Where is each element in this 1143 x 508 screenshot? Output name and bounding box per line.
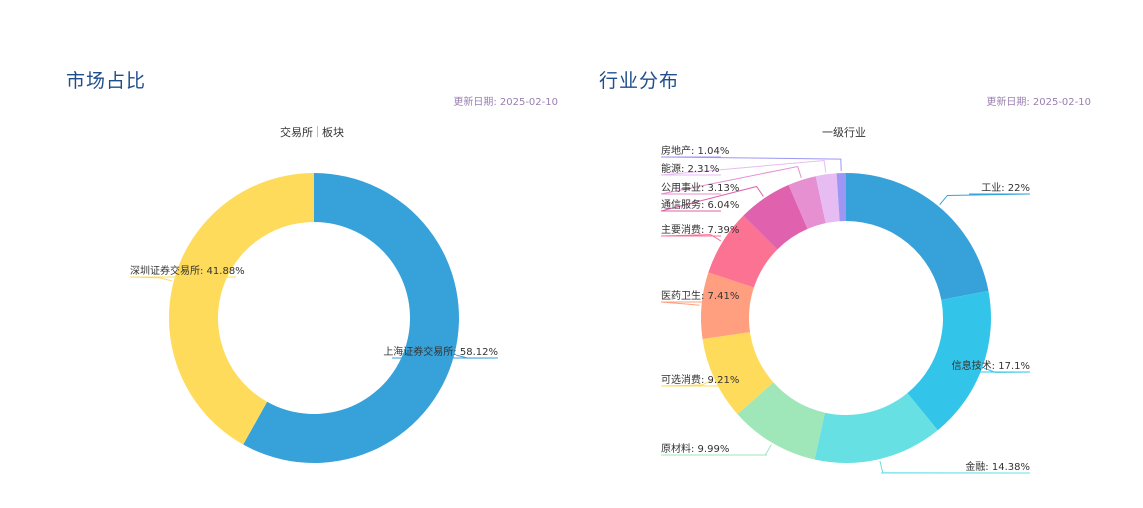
page-title: 市场占比	[66, 70, 147, 92]
donut-slice-4[interactable]	[702, 332, 774, 415]
slice-label: 通信服务: 6.04%	[661, 198, 739, 211]
label-line	[660, 159, 827, 176]
chart-subtitle: 一级行业	[822, 126, 866, 139]
donut-slice-3[interactable]	[737, 382, 825, 460]
donut-slice-1[interactable]	[907, 290, 991, 431]
slice-label: 原材料: 9.99%	[661, 442, 729, 455]
donut-slice-7[interactable]	[743, 184, 808, 250]
donut-slice-6[interactable]	[708, 215, 778, 288]
page-title: 行业分布	[599, 70, 680, 92]
slice-label: 可选消费: 9.21%	[661, 373, 739, 386]
slice-label: 医药卫生: 7.41%	[661, 289, 739, 302]
label-line	[660, 301, 700, 306]
industry-distribution-panel: 行业分布 更新日期: 2025-02-10 一级行业 工业: 22% 信息技术: …	[571, 0, 1143, 508]
chart-tabs: 交易所 板块	[280, 124, 344, 140]
label-line	[660, 185, 764, 212]
donut-slice-10[interactable]	[836, 173, 846, 222]
donut-slice-0[interactable]	[243, 173, 459, 463]
slice-label: 能源: 2.31%	[661, 162, 719, 175]
slice-label: 信息技术: 17.1%	[952, 359, 1030, 372]
slice-label: 主要消费: 7.39%	[661, 223, 739, 236]
label-line	[129, 276, 172, 282]
tab-separator	[317, 126, 318, 137]
update-date: 更新日期: 2025-02-10	[453, 97, 558, 108]
label-line	[660, 165, 802, 195]
market-share-donut-chart[interactable]: 上海证券交易所: 58.12% 深圳证券交易所: 41.88%	[0, 0, 571, 508]
label-line	[939, 193, 1031, 206]
market-share-panel: 市场占比 更新日期: 2025-02-10 交易所 板块 上海证券交易所: 58.…	[0, 0, 571, 508]
slice-label: 金融: 14.38%	[965, 460, 1030, 473]
slice-label: 公用事业: 3.13%	[661, 181, 739, 194]
donut-slice-9[interactable]	[815, 173, 840, 224]
donut-slice-0[interactable]	[846, 173, 989, 300]
slice-label: 上海证券交易所: 58.12%	[383, 345, 498, 358]
slice-label: 房地产: 1.04%	[661, 144, 729, 157]
slice-label: 工业: 22%	[981, 182, 1030, 194]
donut-slice-1[interactable]	[169, 173, 314, 445]
donut-slice-2[interactable]	[814, 393, 938, 463]
tab-sector[interactable]: 板块	[322, 126, 344, 139]
slice-label: 深圳证券交易所: 41.88%	[130, 264, 245, 277]
donut-slice-8[interactable]	[788, 176, 826, 229]
industry-donut-chart[interactable]: 工业: 22% 信息技术: 17.1% 金融: 14.38% 原材料: 9.99% 可选…	[571, 0, 1143, 508]
tab-exchange[interactable]: 交易所	[280, 126, 313, 139]
label-line	[660, 156, 842, 172]
donut-slice-5[interactable]	[701, 272, 754, 340]
update-date: 更新日期: 2025-02-10	[986, 97, 1091, 108]
